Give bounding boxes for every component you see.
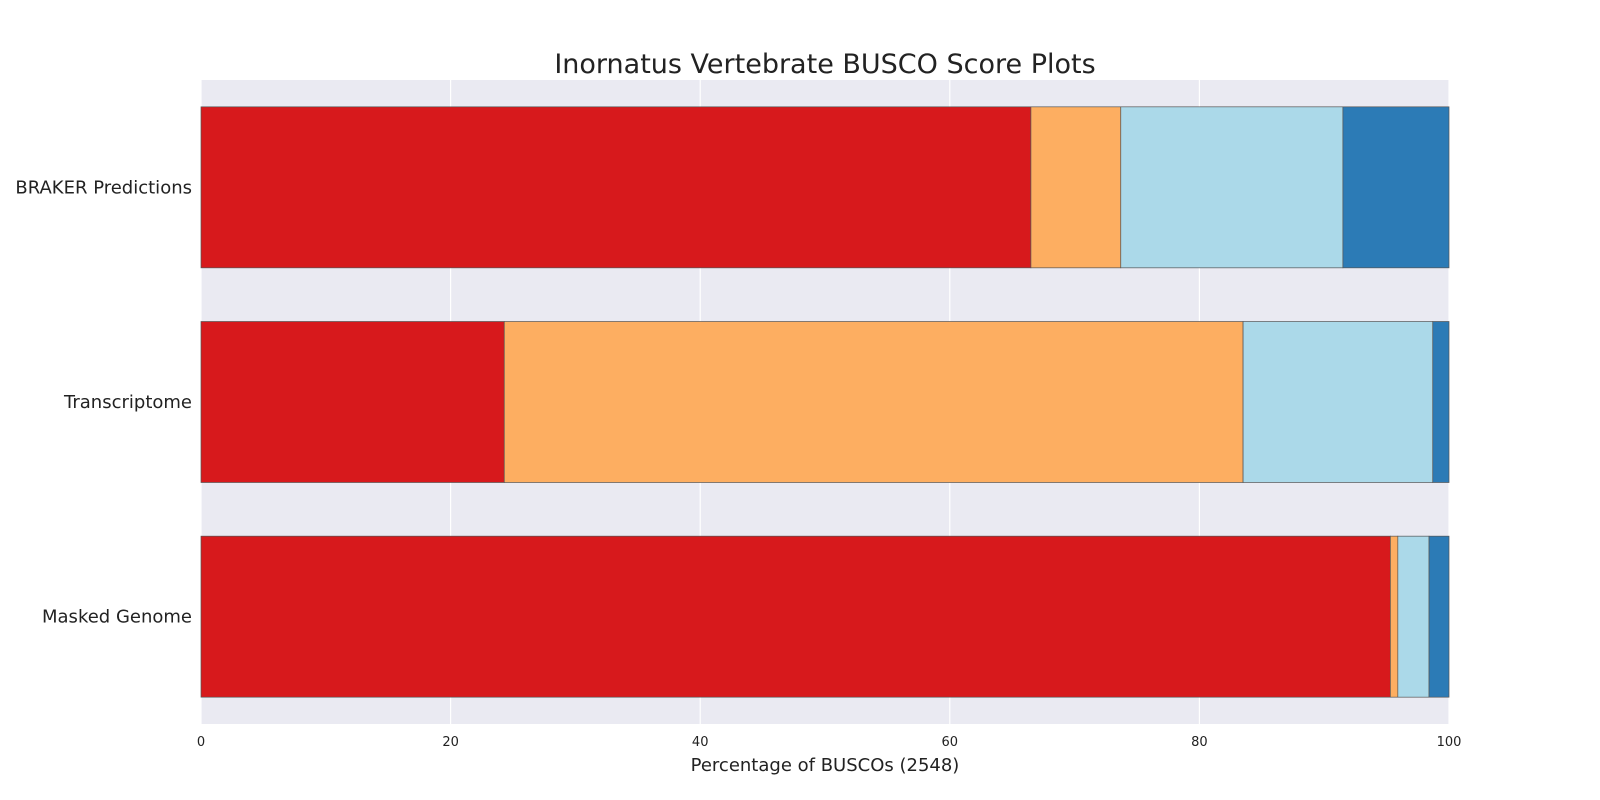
x-tick-label: 80	[1191, 735, 1208, 750]
bar-segment	[1389, 535, 1399, 698]
category-label: Masked Genome	[42, 607, 192, 628]
bar-segment	[200, 321, 505, 483]
x-tick-labels: 0 20 40 60 80 100	[197, 735, 1462, 750]
x-tick-label: 0	[197, 735, 205, 750]
x-tick-label: 60	[942, 735, 959, 750]
x-tick-label: 40	[692, 735, 709, 750]
bar-segment	[1397, 535, 1430, 698]
category-label: Transcriptome	[63, 392, 192, 413]
x-tick-label: 100	[1437, 735, 1462, 750]
chart-title: Inornatus Vertebrate BUSCO Score Plots	[554, 49, 1095, 80]
bar-segment	[200, 535, 1391, 698]
bar-segment	[200, 106, 1032, 269]
bar-segment	[1432, 321, 1450, 483]
bar-segment	[1428, 535, 1450, 698]
x-tick-label: 20	[442, 735, 459, 750]
category-label: BRAKER Predictions	[15, 177, 192, 198]
bar-segment	[1342, 106, 1450, 269]
bar-segment	[503, 321, 1244, 483]
x-axis-label: Percentage of BUSCOs (2548)	[691, 755, 960, 776]
bar-segment	[1120, 106, 1344, 269]
category-labels: BRAKER Predictions Transcriptome Masked Ge…	[15, 177, 192, 627]
bars	[200, 106, 1450, 698]
bar-segment	[1242, 321, 1434, 483]
bar-segment	[1030, 106, 1122, 269]
